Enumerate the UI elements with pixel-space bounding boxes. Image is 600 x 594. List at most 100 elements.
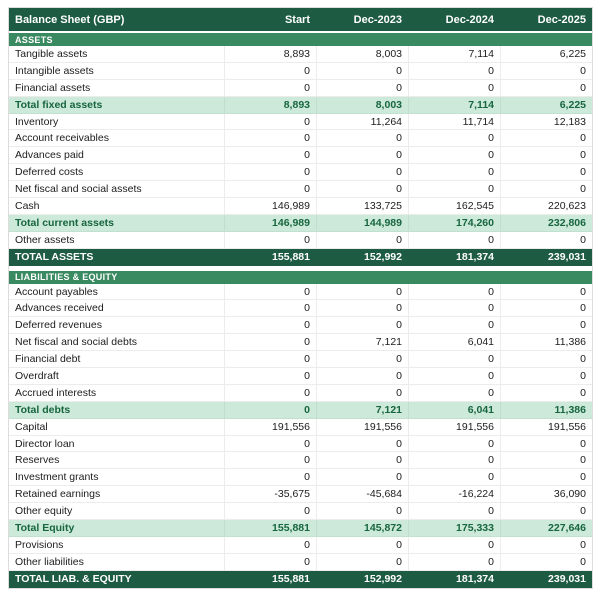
row-value: 0 [316, 130, 408, 147]
row-value: 0 [500, 317, 592, 334]
row-value: 6,225 [500, 46, 592, 62]
row-label: Financial assets [15, 81, 91, 94]
row-label: Total fixed assets [15, 98, 103, 111]
row-label: Accrued interests [15, 386, 97, 399]
row-value: 0 [500, 231, 592, 248]
row-value: 11,386 [500, 401, 592, 418]
table-row-investment-grants: Investment grants 0 0 0 0 [9, 469, 592, 487]
row-value: 0 [316, 300, 408, 317]
row-label: TOTAL LIAB. & EQUITY [15, 573, 132, 586]
row-value: 0 [224, 164, 316, 181]
row-label: Financial debt [15, 353, 81, 366]
row-value: 0 [316, 452, 408, 469]
row-value: 155,881 [272, 573, 310, 586]
row-value: 174,260 [408, 214, 500, 231]
table-row-accrued-interests: Accrued interests 0 0 0 0 [9, 384, 592, 402]
table-row-net-fiscal-and-social-assets: Net fiscal and social assets 0 0 0 0 [9, 181, 592, 199]
section-gap [9, 31, 592, 33]
row-value: 0 [408, 553, 500, 570]
table-row-retained-earnings: Retained earnings -35,675 -45,684 -16,224 36… [9, 486, 592, 504]
row-value: 0 [408, 351, 500, 368]
table-row-account-receivables: Account receivables 0 0 0 0 [9, 130, 592, 148]
row-value: 0 [408, 384, 500, 401]
row-value: 11,386 [500, 334, 592, 351]
row-value: 191,556 [316, 418, 408, 435]
row-value: 0 [408, 469, 500, 486]
row-value: 0 [408, 536, 500, 553]
row-label: Total debts [15, 403, 71, 416]
row-label: Net fiscal and social assets [15, 183, 142, 196]
row-value: 0 [316, 503, 408, 520]
table-row-total-assets: TOTAL ASSETS 155,881 152,992 181,374 239,031 [9, 248, 592, 266]
row-value: 0 [224, 368, 316, 384]
row-value: 0 [500, 469, 592, 486]
row-value: 0 [408, 452, 500, 469]
row-label: Intangible assets [15, 64, 94, 77]
row-value: 0 [224, 317, 316, 334]
row-value: 0 [224, 181, 316, 198]
row-value: 0 [408, 62, 500, 79]
table-row-director-loan: Director loan 0 0 0 0 [9, 435, 592, 453]
row-value: 191,556 [408, 418, 500, 435]
row-label: Other equity [15, 505, 73, 518]
row-value: 0 [500, 503, 592, 520]
table-row-other-equity: Other equity 0 0 0 0 [9, 503, 592, 521]
row-value: 162,545 [408, 198, 500, 214]
row-label: TOTAL ASSETS [15, 251, 94, 264]
table-body: ASSETS Tangible assets 8,893 8,003 7,114 6,22… [9, 31, 592, 588]
row-value: 0 [316, 351, 408, 368]
row-value: 0 [500, 300, 592, 317]
row-value: 0 [224, 147, 316, 164]
row-label: Overdraft [15, 369, 59, 382]
column-header-dec-2023: Dec-2023 [353, 13, 402, 26]
section-header-liabilities-equity: LIABILITIES & EQUITY [9, 270, 592, 284]
row-value: 0 [224, 113, 316, 130]
row-value: 0 [500, 384, 592, 401]
table-row-financial-assets: Financial assets 0 0 0 0 [9, 79, 592, 97]
row-value: 0 [316, 147, 408, 164]
row-label: Other assets [15, 233, 75, 246]
row-value: 0 [408, 435, 500, 452]
row-label: Capital [15, 420, 48, 433]
row-label: Account payables [15, 285, 98, 298]
row-label: Provisions [15, 538, 64, 551]
row-value: 0 [408, 147, 500, 164]
row-value: 0 [500, 147, 592, 164]
row-value: 0 [316, 181, 408, 198]
table-row-total-fixed-assets: Total fixed assets 8,893 8,003 7,114 6,225 [9, 96, 592, 114]
row-value: 0 [224, 351, 316, 368]
row-value: 181,374 [456, 251, 494, 264]
row-value: 144,989 [316, 214, 408, 231]
table-row-advances-paid: Advances paid 0 0 0 0 [9, 147, 592, 165]
row-value: 0 [224, 384, 316, 401]
row-value: 0 [316, 317, 408, 334]
row-value: 7,121 [316, 334, 408, 351]
row-value: 6,225 [500, 96, 592, 113]
column-header-dec-2024: Dec-2024 [445, 13, 494, 26]
row-value: 11,264 [316, 113, 408, 130]
row-value: 152,992 [364, 251, 402, 264]
row-value: 155,881 [224, 520, 316, 536]
table-row-reserves: Reserves 0 0 0 0 [9, 452, 592, 470]
row-value: 0 [224, 503, 316, 520]
row-value: 0 [224, 231, 316, 248]
row-value: 7,114 [408, 46, 500, 62]
row-value: 0 [408, 300, 500, 317]
row-value: 7,121 [316, 401, 408, 418]
table-row-inventory: Inventory 0 11,264 11,714 12,183 [9, 113, 592, 131]
table-row-tangible-assets: Tangible assets 8,893 8,003 7,114 6,225 [9, 46, 592, 63]
row-value: 0 [500, 435, 592, 452]
row-value: 0 [224, 401, 316, 418]
row-value: 0 [408, 79, 500, 96]
row-value: 6,041 [408, 334, 500, 351]
row-value: 12,183 [500, 113, 592, 130]
row-value: 0 [224, 452, 316, 469]
row-value: -45,684 [316, 486, 408, 503]
row-value: 0 [408, 164, 500, 181]
row-value: 0 [224, 553, 316, 570]
row-value: 8,893 [224, 46, 316, 62]
row-value: 0 [316, 62, 408, 79]
row-label: Deferred revenues [15, 319, 102, 332]
row-value: 0 [316, 79, 408, 96]
row-value: 6,041 [408, 401, 500, 418]
